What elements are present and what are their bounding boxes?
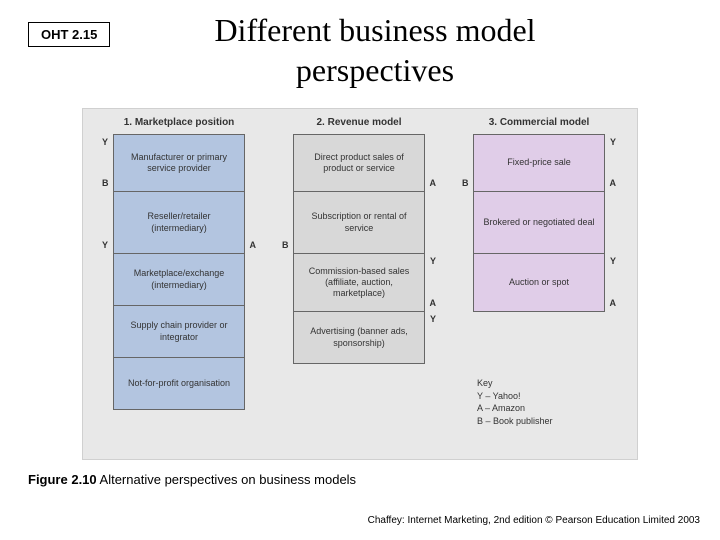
cell-label: Marketplace/exchange (intermediary) [120,268,238,291]
column-header: 3. Commercial model [489,117,590,128]
diagram-cell: Supply chain provider or integrator [113,306,245,358]
key-line: A – Amazon [477,402,553,415]
cell-label: Subscription or rental of service [300,211,418,234]
axis-marker: A [610,298,617,309]
axis-marker: A [250,240,257,251]
column-header: 1. Marketplace position [124,117,235,128]
cell-label: Advertising (banner ads, sponsorship) [300,326,418,349]
axis-marker: Y [610,137,616,148]
diagram-cell: Fixed-price saleYAB [473,134,605,192]
cell-label: Supply chain provider or integrator [120,320,238,343]
oht-badge: OHT 2.15 [28,22,110,47]
axis-marker: Y [102,137,108,148]
column-header: 2. Revenue model [316,117,401,128]
axis-marker: Y [102,240,108,251]
cell-label: Manufacturer or primary service provider [120,152,238,175]
cell-label: Direct product sales of product or servi… [300,152,418,175]
diagram-column: 2. Revenue model Direct product sales of … [285,117,433,364]
axis-marker: A [610,178,617,189]
axis-marker: B [102,178,109,189]
axis-marker: Y [610,256,616,267]
key-line: B – Book publisher [477,415,553,428]
axis-marker: A [430,298,437,309]
diagram-cell: Advertising (banner ads, sponsorship)Y [293,312,425,364]
axis-marker: Y [430,314,436,325]
key-title: Key [477,377,553,390]
axis-marker: B [282,240,289,251]
cell-label: Auction or spot [509,277,569,288]
cell-label: Commission-based sales (affiliate, aucti… [300,266,418,300]
diagram-cell: Marketplace/exchange (intermediary) [113,254,245,306]
axis-marker: Y [430,256,436,267]
axis-marker: A [430,178,437,189]
diagram-cell: Not-for-profit organisation [113,358,245,410]
figure-caption: Figure 2.10 Alternative perspectives on … [28,472,356,487]
diagram-cell: Brokered or negotiated deal [473,192,605,254]
cell-label: Fixed-price sale [507,157,571,168]
cell-label: Reseller/retailer (intermediary) [120,211,238,234]
diagram-cell: Auction or spotYA [473,254,605,312]
diagram-column: 1. Marketplace position Manufacturer or p… [105,117,253,410]
legend-key: KeyY – Yahoo!A – AmazonB – Book publishe… [477,377,553,427]
diagram-cell: Manufacturer or primary service provider… [113,134,245,192]
footer-credit: Chaffey: Internet Marketing, 2nd edition… [368,515,700,526]
page-title: Different business model perspectives [160,10,590,90]
diagram-cell: Direct product sales of product or servi… [293,134,425,192]
cell-label: Not-for-profit organisation [128,378,230,389]
axis-marker: B [462,178,469,189]
diagram-column: 3. Commercial model Fixed-price saleYAB Br… [465,117,613,312]
diagram-cell: Reseller/retailer (intermediary)AY [113,192,245,254]
cell-label: Brokered or negotiated deal [483,217,594,228]
figure-text: Alternative perspectives on business mod… [97,472,356,487]
figure-number: Figure 2.10 [28,472,97,487]
key-line: Y – Yahoo! [477,390,553,403]
diagram-cell: Subscription or rental of serviceB [293,192,425,254]
diagram: 1. Marketplace position Manufacturer or p… [82,108,638,460]
diagram-cell: Commission-based sales (affiliate, aucti… [293,254,425,312]
